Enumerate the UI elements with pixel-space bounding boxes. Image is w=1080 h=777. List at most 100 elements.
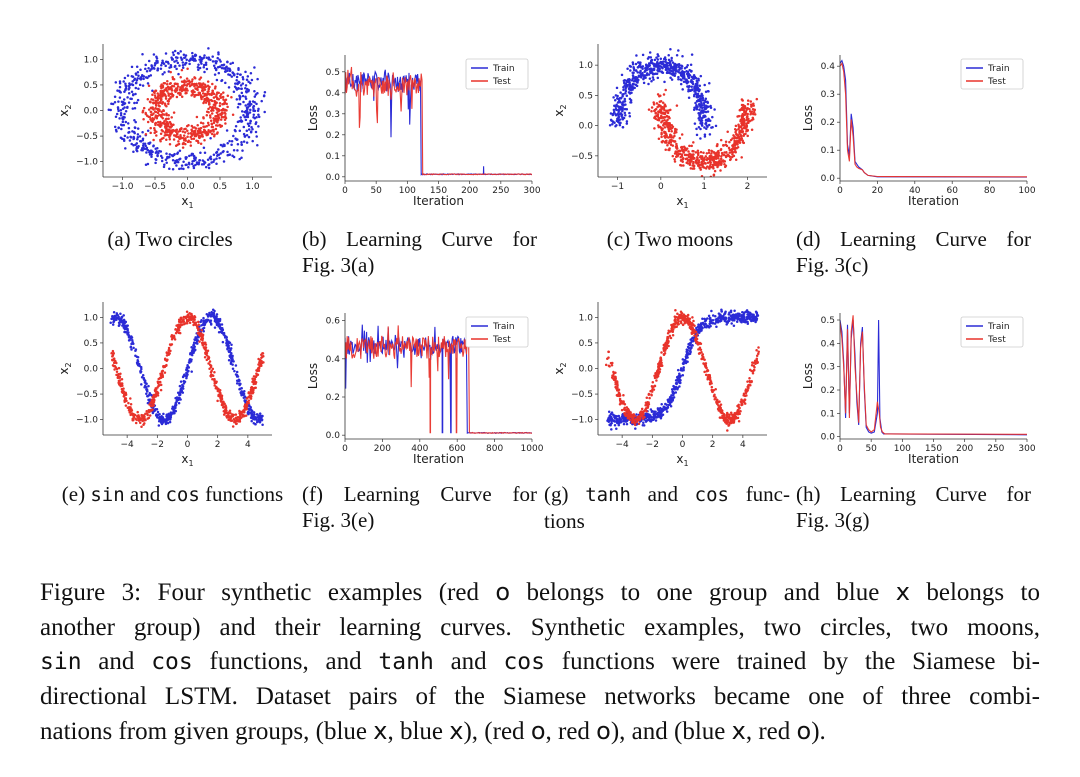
scatter-point xyxy=(246,115,250,119)
scatter-point xyxy=(164,52,168,55)
scatter-point xyxy=(160,159,164,163)
scatter-point xyxy=(209,364,213,368)
scatter-point xyxy=(179,93,182,96)
scatter-point xyxy=(228,69,232,72)
scatter-point xyxy=(129,402,133,406)
scatter-point xyxy=(169,96,172,99)
scatter-point xyxy=(164,126,167,129)
scatter-point xyxy=(200,89,204,93)
scatter-point xyxy=(195,115,199,119)
scatter-point xyxy=(218,156,221,160)
scatter-point xyxy=(126,106,129,110)
scatter-point xyxy=(633,86,636,90)
scatter-point xyxy=(124,147,127,150)
scatter-point xyxy=(215,162,218,165)
scatter-point xyxy=(714,314,717,318)
scatter-point xyxy=(242,125,246,129)
scatter-point xyxy=(121,117,125,121)
scatter-point xyxy=(156,96,159,100)
scatter-point xyxy=(698,325,701,329)
scatter-point xyxy=(711,115,714,119)
scatter-point xyxy=(750,317,754,321)
scatter-point xyxy=(213,87,217,90)
scatter-point xyxy=(650,79,653,83)
scatter-point xyxy=(252,382,255,386)
scatter-point xyxy=(751,116,755,120)
scatter-point xyxy=(134,349,137,353)
scatter-point xyxy=(702,165,705,169)
scatter-point xyxy=(721,315,725,319)
scatter-point xyxy=(155,407,159,411)
scatter-point xyxy=(665,114,669,118)
scatter-point xyxy=(609,112,613,115)
scatter-point xyxy=(232,360,235,363)
scatter-point xyxy=(658,64,662,68)
scatter-point xyxy=(194,127,198,130)
scatter-point xyxy=(677,49,680,52)
scatter-point xyxy=(146,82,150,85)
scatter-point xyxy=(180,95,184,99)
scatter-point xyxy=(242,409,246,412)
scatter-point xyxy=(212,160,215,164)
scatter-point xyxy=(136,136,140,139)
scatter-point xyxy=(625,94,629,97)
scatter-point xyxy=(151,150,154,154)
scatter-point xyxy=(197,141,200,145)
scatter-point xyxy=(634,69,638,72)
scatter-point xyxy=(240,156,243,159)
scatter-point xyxy=(139,417,142,420)
scatter-point xyxy=(170,56,173,59)
scatter-point xyxy=(664,132,668,136)
scatter-point xyxy=(745,318,749,321)
scatter-point xyxy=(680,133,684,136)
scatter-point xyxy=(146,120,150,124)
scatter-point xyxy=(176,56,179,60)
scatter-point xyxy=(149,126,152,130)
scatter-point xyxy=(216,321,220,325)
x-tick-label: 60 xyxy=(946,186,958,196)
scatter-point xyxy=(141,74,144,78)
scatter-point xyxy=(222,143,225,146)
scatter-point xyxy=(711,318,715,322)
scatter-point xyxy=(152,117,156,121)
scatter-point xyxy=(257,125,260,128)
scatter-point xyxy=(664,88,667,92)
y-tick-label: 0.3 xyxy=(821,90,835,100)
scatter-point xyxy=(660,140,664,144)
scatter-point xyxy=(661,119,664,122)
scatter-point xyxy=(703,161,706,165)
scatter-point xyxy=(180,58,184,61)
scatter-point xyxy=(229,417,232,420)
scatter-point xyxy=(226,94,230,97)
scatter-point xyxy=(164,97,168,100)
scatter-point xyxy=(739,138,743,141)
series-blue xyxy=(107,47,267,171)
scatter-point xyxy=(753,317,757,320)
scatter-point xyxy=(254,423,257,426)
scatter-point xyxy=(141,53,144,56)
scatter-point xyxy=(688,144,691,148)
scatter-point xyxy=(150,155,153,159)
scatter-point xyxy=(156,146,159,150)
scatter-point xyxy=(746,313,749,316)
scatter-point xyxy=(703,370,706,374)
scatter-point xyxy=(227,359,231,362)
scatter-point xyxy=(249,130,253,134)
scatter-point xyxy=(113,318,117,321)
scatter-point xyxy=(731,153,734,156)
scatter-point xyxy=(122,98,126,101)
scatter-point xyxy=(241,78,245,81)
scatter-point xyxy=(144,144,147,148)
scatter-point xyxy=(683,360,687,364)
scatter-point xyxy=(697,88,701,92)
scatter-point xyxy=(163,371,167,374)
scatter-point xyxy=(608,414,612,418)
scatter-point xyxy=(160,92,163,95)
scatter-point xyxy=(639,75,643,78)
scatter-point xyxy=(171,51,175,54)
scatter-point xyxy=(654,410,657,414)
scatter-point xyxy=(135,101,139,104)
scatter-point xyxy=(689,156,693,160)
scatter-point xyxy=(178,167,181,171)
